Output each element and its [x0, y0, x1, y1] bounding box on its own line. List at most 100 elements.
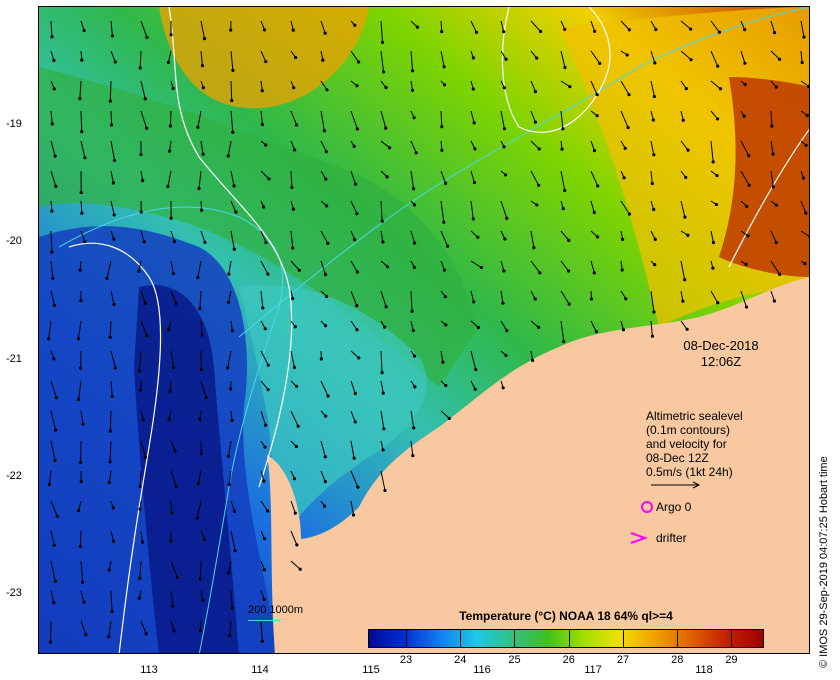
velocity-arrow-head: [138, 388, 143, 392]
velocity-arrow-head: [108, 460, 112, 464]
velocity-arrow: [170, 230, 175, 242]
velocity-arrow-head: [442, 220, 446, 224]
velocity-arrow-head: [52, 357, 56, 361]
velocity-arrow-head: [138, 576, 142, 580]
velocity-arrow: [170, 350, 174, 368]
velocity-arrow-head: [144, 632, 148, 636]
velocity-arrow: [680, 20, 691, 30]
velocity-arrow: [530, 320, 539, 328]
velocity-arrow: [260, 110, 263, 125]
velocity-arrow: [440, 110, 443, 127]
velocity-arrow-head: [440, 148, 444, 152]
velocity-arrow: [170, 470, 177, 487]
velocity-arrow-head: [262, 568, 266, 572]
velocity-arrow-head: [50, 209, 54, 213]
velocity-arrow-head: [717, 30, 722, 34]
velocity-arrow-head: [652, 94, 656, 99]
velocity-arrow-head: [262, 479, 266, 483]
velocity-arrow-head: [171, 604, 175, 608]
velocity-arrow: [170, 620, 175, 632]
velocity-arrow: [200, 50, 203, 66]
colorbar-tick-mark: [622, 629, 624, 648]
velocity-arrow-head: [561, 207, 565, 211]
velocity-arrow-head: [353, 420, 357, 424]
velocity-arrow: [50, 50, 55, 61]
velocity-arrow-head: [137, 269, 141, 273]
velocity-arrow-head: [501, 386, 505, 390]
velocity-arrow-head: [264, 240, 268, 245]
velocity-arrow-head: [686, 233, 690, 237]
velocity-arrow-head: [197, 186, 201, 191]
velocity-arrow-head: [226, 454, 231, 458]
velocity-arrow-head: [411, 454, 415, 458]
velocity-arrow-head: [171, 271, 175, 276]
velocity-arrow-head: [474, 30, 479, 34]
velocity-arrow: [50, 560, 56, 582]
velocity-arrow-head: [441, 360, 445, 364]
velocity-arrow: [560, 110, 564, 129]
velocity-arrow-head: [533, 89, 538, 94]
lon-label: 113: [140, 664, 158, 676]
velocity-arrow-head: [627, 93, 631, 97]
velocity-arrow-head: [175, 575, 179, 579]
velocity-arrow: [710, 50, 719, 67]
velocity-arrow-head: [567, 302, 571, 306]
velocity-arrow: [620, 110, 629, 128]
velocity-arrow: [470, 320, 479, 328]
velocity-arrow-head: [53, 458, 57, 463]
velocity-arrow: [470, 170, 475, 183]
velocity-arrow-head: [471, 87, 475, 91]
velocity-arrow-head: [47, 337, 51, 341]
velocity-arrow: [167, 50, 172, 63]
velocity-arrow: [108, 620, 112, 637]
velocity-arrow-head: [262, 537, 267, 541]
velocity-arrow: [227, 350, 232, 368]
velocity-arrow-head: [145, 126, 149, 130]
velocity-arrow: [500, 320, 508, 331]
velocity-arrow-head: [355, 270, 359, 274]
velocity-arrow-head: [566, 269, 571, 273]
velocity-arrow: [260, 230, 267, 243]
velocity-arrow-head: [322, 129, 326, 133]
velocity-arrow: [110, 50, 116, 63]
velocity-arrow-head: [230, 98, 234, 103]
velocity-arrow-head: [772, 299, 777, 303]
velocity-arrow-head: [718, 87, 722, 91]
velocity-arrow-head: [804, 143, 808, 147]
velocity-arrow-head: [560, 147, 564, 151]
velocity-arrow: [320, 230, 329, 244]
velocity-arrow-head: [592, 271, 596, 275]
velocity-arrow: [78, 380, 82, 400]
velocity-arrow-head: [226, 300, 231, 304]
velocity-arrow-head: [774, 85, 778, 89]
velocity-arrow-head: [293, 511, 297, 515]
velocity-arrow-head: [170, 511, 174, 515]
velocity-arrow: [110, 350, 116, 368]
velocity-arrow-head: [139, 152, 143, 157]
velocity-arrow-head: [622, 176, 626, 180]
velocity-arrow: [560, 80, 571, 88]
velocity-arrow: [530, 20, 541, 32]
velocity-arrow: [530, 170, 540, 186]
velocity-arrow-head: [747, 183, 751, 187]
sst-map[interactable]: [38, 6, 810, 654]
velocity-arrow: [320, 260, 326, 275]
velocity-arrow: [230, 590, 233, 609]
velocity-arrow: [350, 440, 355, 459]
velocity-arrow-head: [294, 123, 299, 127]
velocity-arrow: [80, 560, 84, 583]
velocity-arrow: [380, 350, 383, 373]
lat-label: -22: [6, 470, 22, 482]
velocity-arrow-head: [78, 460, 83, 465]
velocity-arrow: [80, 620, 87, 635]
velocity-arrow-head: [52, 87, 56, 91]
colorbar-tick-mark: [460, 629, 462, 648]
velocity-arrow-head: [352, 456, 356, 460]
velocity-arrow-head: [476, 235, 480, 239]
velocity-arrow-head: [778, 272, 782, 276]
velocity-arrow: [470, 20, 477, 33]
velocity-arrow: [230, 230, 235, 250]
velocity-arrow-head: [200, 333, 204, 337]
velocity-arrow: [620, 200, 630, 215]
velocity-arrow-head: [325, 88, 329, 92]
